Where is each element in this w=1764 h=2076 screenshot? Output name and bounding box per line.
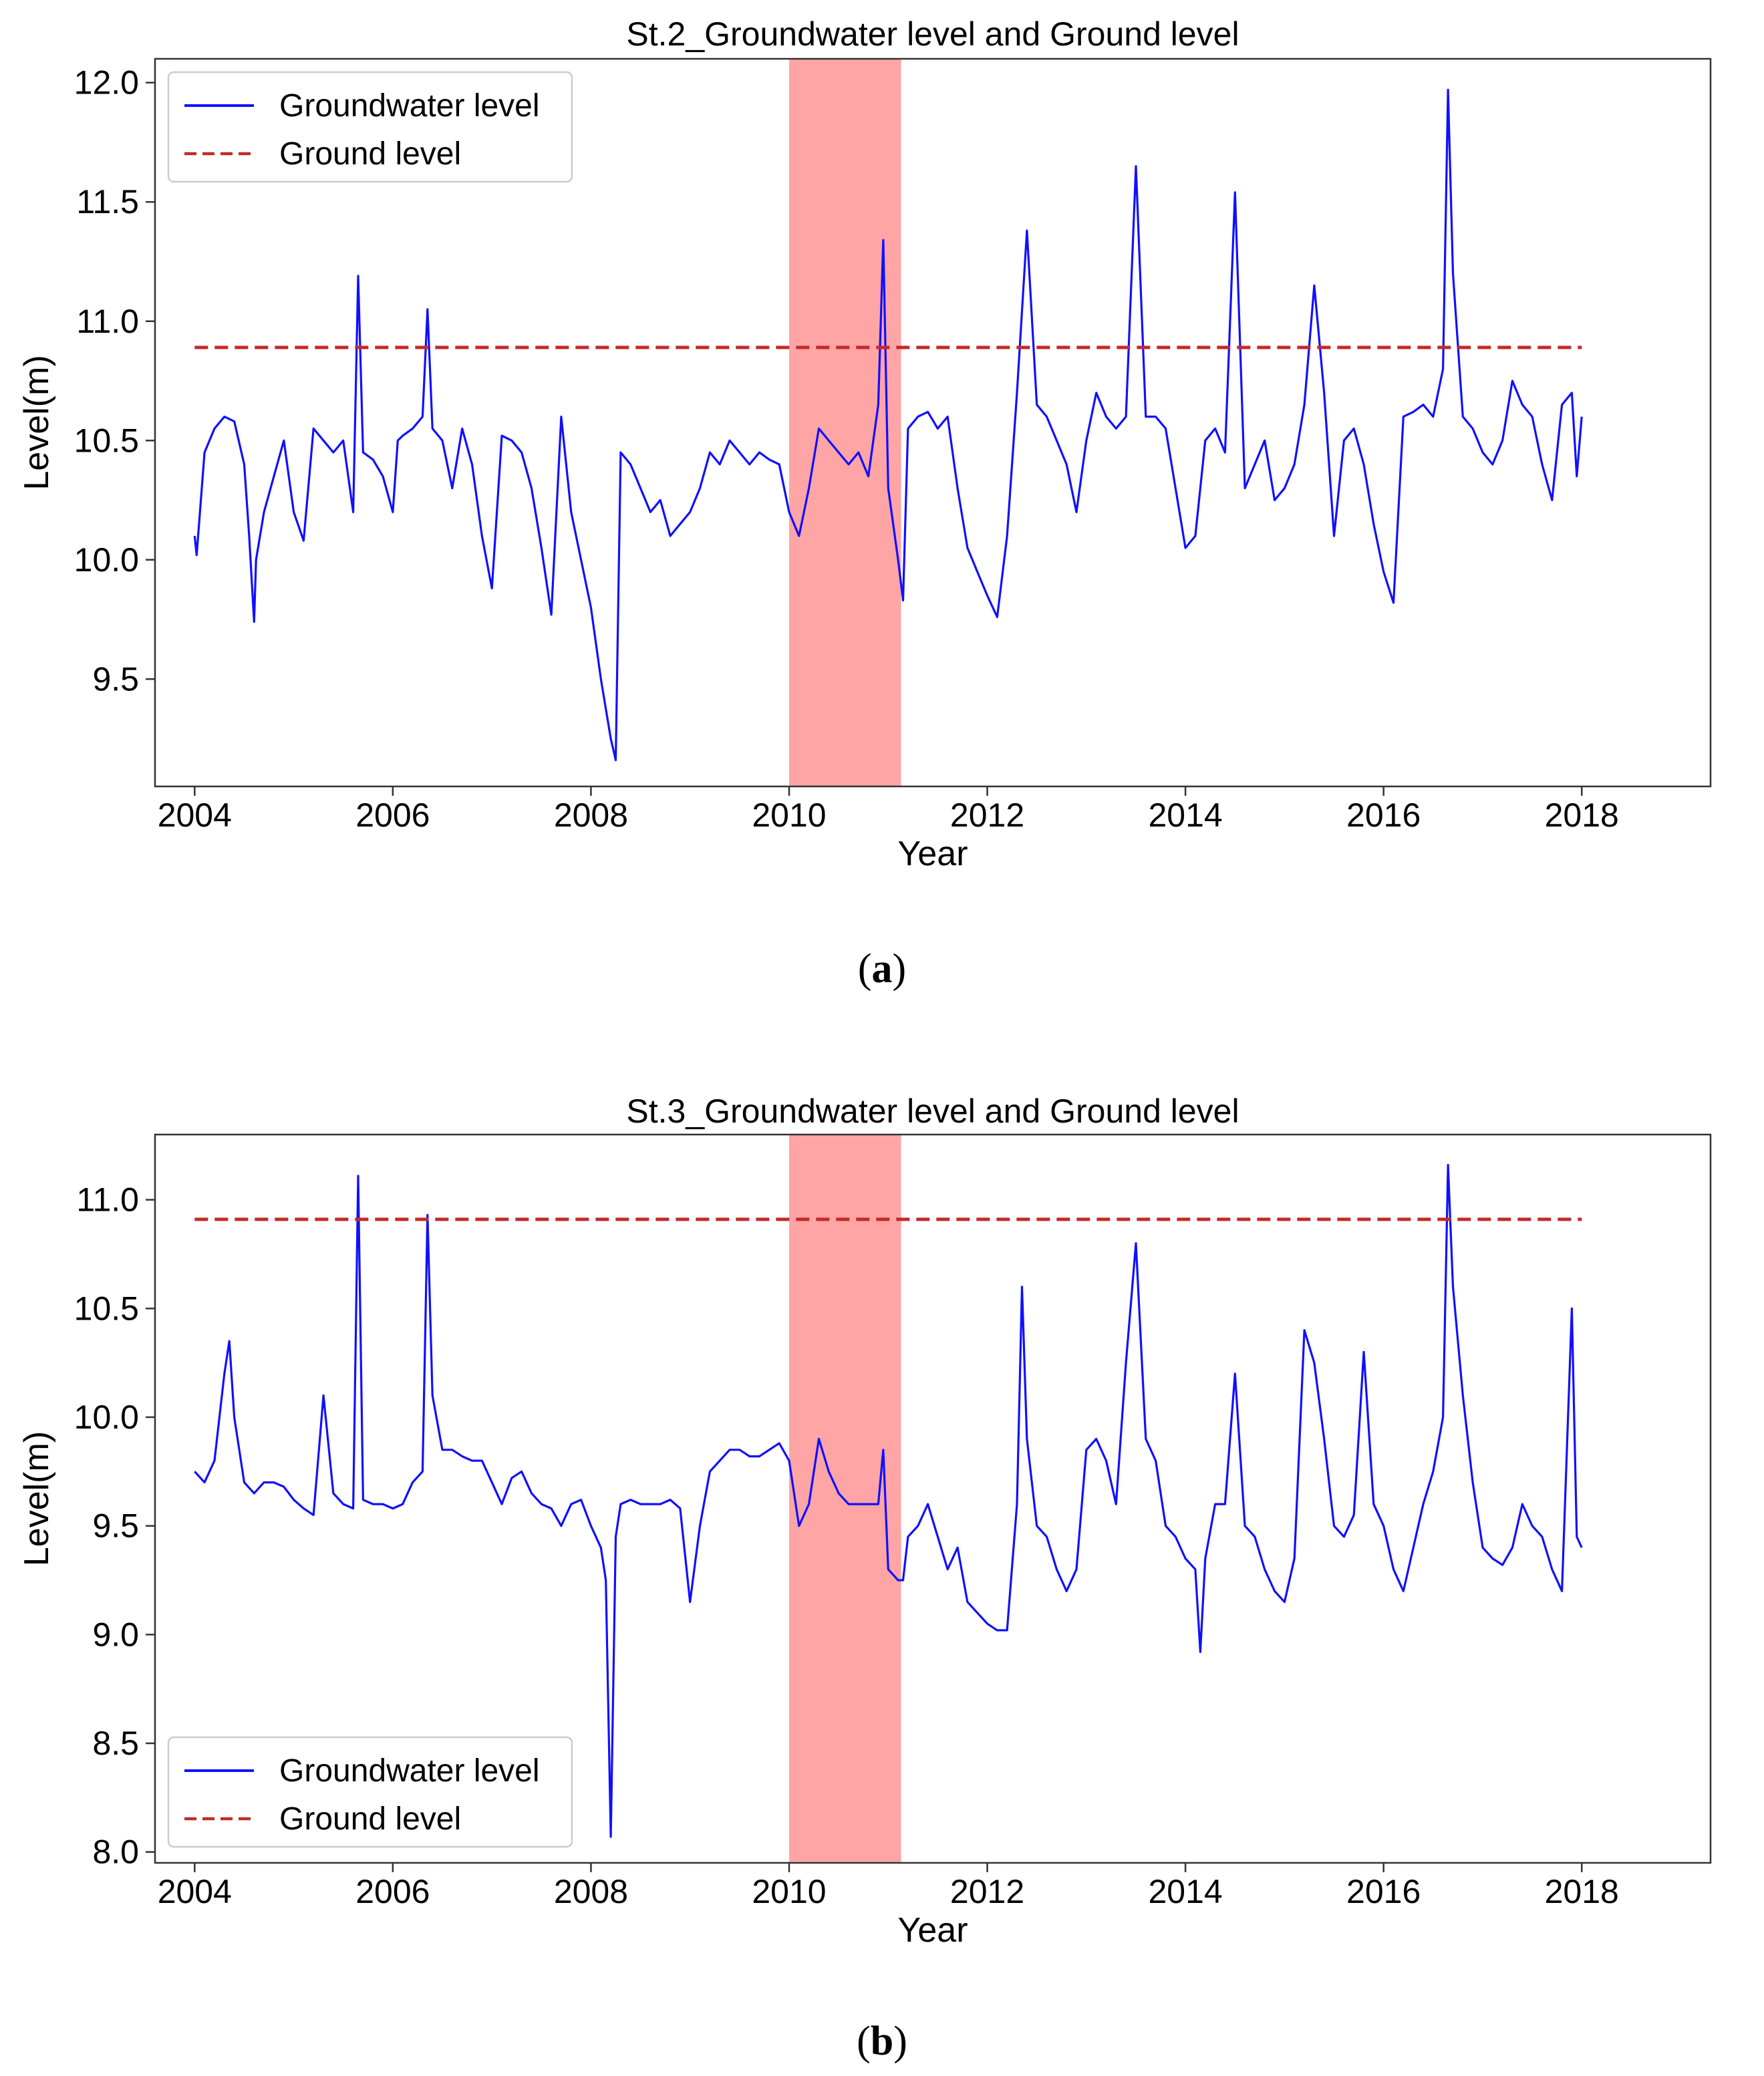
caption-b-open: (: [857, 2019, 871, 2064]
st3-y-axis-label: Level(m): [17, 1431, 56, 1566]
caption-a: (a): [858, 946, 906, 992]
st3-y-tick-label-10.5: 10.5: [74, 1290, 139, 1327]
st3-y-tick-label-9.0: 9.0: [92, 1616, 139, 1653]
st2-y-tick-label-10.5: 10.5: [74, 422, 139, 459]
caption-a-close: ): [893, 946, 907, 992]
st3-chart-title: St.3_Groundwater level and Ground level: [626, 1092, 1239, 1130]
st2-legend-groundwater-label: Groundwater level: [279, 88, 540, 124]
st2-chart-title: St.2_Groundwater level and Ground level: [626, 15, 1239, 53]
caption-a-open: (: [858, 946, 872, 992]
st2-y-axis-label: Level(m): [17, 355, 56, 490]
st2-x-tick-label-2010: 2010: [752, 796, 826, 834]
caption-a-letter: a: [872, 946, 893, 992]
st3-x-tick-label-2004: 2004: [158, 1873, 232, 1910]
st3-x-axis-label: Year: [897, 1911, 968, 1950]
st2-y-tick-label-11.5: 11.5: [76, 183, 139, 220]
st2-x-tick-label-2018: 2018: [1545, 796, 1619, 834]
st3-y-tick-label-11.0: 11.0: [76, 1181, 139, 1219]
st3-x-tick-label-2010: 2010: [752, 1873, 826, 1910]
st3-legend-groundwater-label: Groundwater level: [279, 1753, 540, 1789]
st3-x-tick-label-2012: 2012: [950, 1873, 1024, 1910]
st3-groundwater-line: [194, 1163, 1583, 1838]
st2-x-tick-label-2004: 2004: [158, 796, 232, 834]
st3-plot-frame: [154, 1133, 1712, 1864]
st3-y-tick-label-10.0: 10.0: [74, 1398, 139, 1436]
st2-x-tick-label-2012: 2012: [950, 796, 1024, 834]
st3-y-tick-label-8.5: 8.5: [92, 1725, 139, 1762]
st2-groundwater-line: [193, 88, 1583, 762]
st2-x-tick-label-2006: 2006: [355, 796, 430, 834]
st2-x-tick-label-2016: 2016: [1346, 796, 1421, 834]
st2-x-tick-label-2008: 2008: [554, 796, 628, 834]
caption-b-letter: b: [871, 2019, 893, 2064]
st2-legend-ground-label: Ground level: [279, 136, 461, 172]
st3-x-tick-label-2018: 2018: [1545, 1873, 1619, 1910]
st3-shaded-region: [788, 1135, 901, 1863]
st2-plot-frame: [154, 57, 1712, 788]
st3-x-tick-label-2014: 2014: [1148, 1873, 1222, 1910]
st2-y-tick-label-12.0: 12.0: [74, 64, 139, 102]
st3-legend-box: [167, 1736, 573, 1848]
st2-y-tick-label-11.0: 11.0: [76, 303, 139, 340]
st3-y-tick-label-9.5: 9.5: [92, 1507, 139, 1545]
chart-st3: 2004 2006 2008 2010 2012 2014 2016 2018 8.0 8.5 9.…: [17, 1092, 1712, 1950]
caption-b-close: ): [893, 2019, 907, 2064]
st2-shaded-region: [788, 59, 901, 786]
st3-legend-ground-label: Ground level: [279, 1801, 461, 1837]
st2-y-tick-label-10.0: 10.0: [74, 541, 139, 579]
st3-y-tick-label-8.0: 8.0: [92, 1833, 139, 1871]
st3-x-tick-label-2008: 2008: [554, 1873, 628, 1910]
st2-legend-box: [167, 71, 573, 183]
st3-x-tick-label-2006: 2006: [355, 1873, 430, 1910]
st3-x-tick-label-2016: 2016: [1346, 1873, 1421, 1910]
chart-st2: 2004 2006 2008 2010 2012 2014 2016 2018 9.5 10.0 1…: [17, 15, 1712, 873]
st2-x-axis-label: Year: [897, 835, 968, 873]
st2-x-tick-label-2014: 2014: [1148, 796, 1222, 834]
caption-b: (b): [857, 2019, 907, 2064]
st2-y-tick-label-9.5: 9.5: [92, 660, 139, 698]
